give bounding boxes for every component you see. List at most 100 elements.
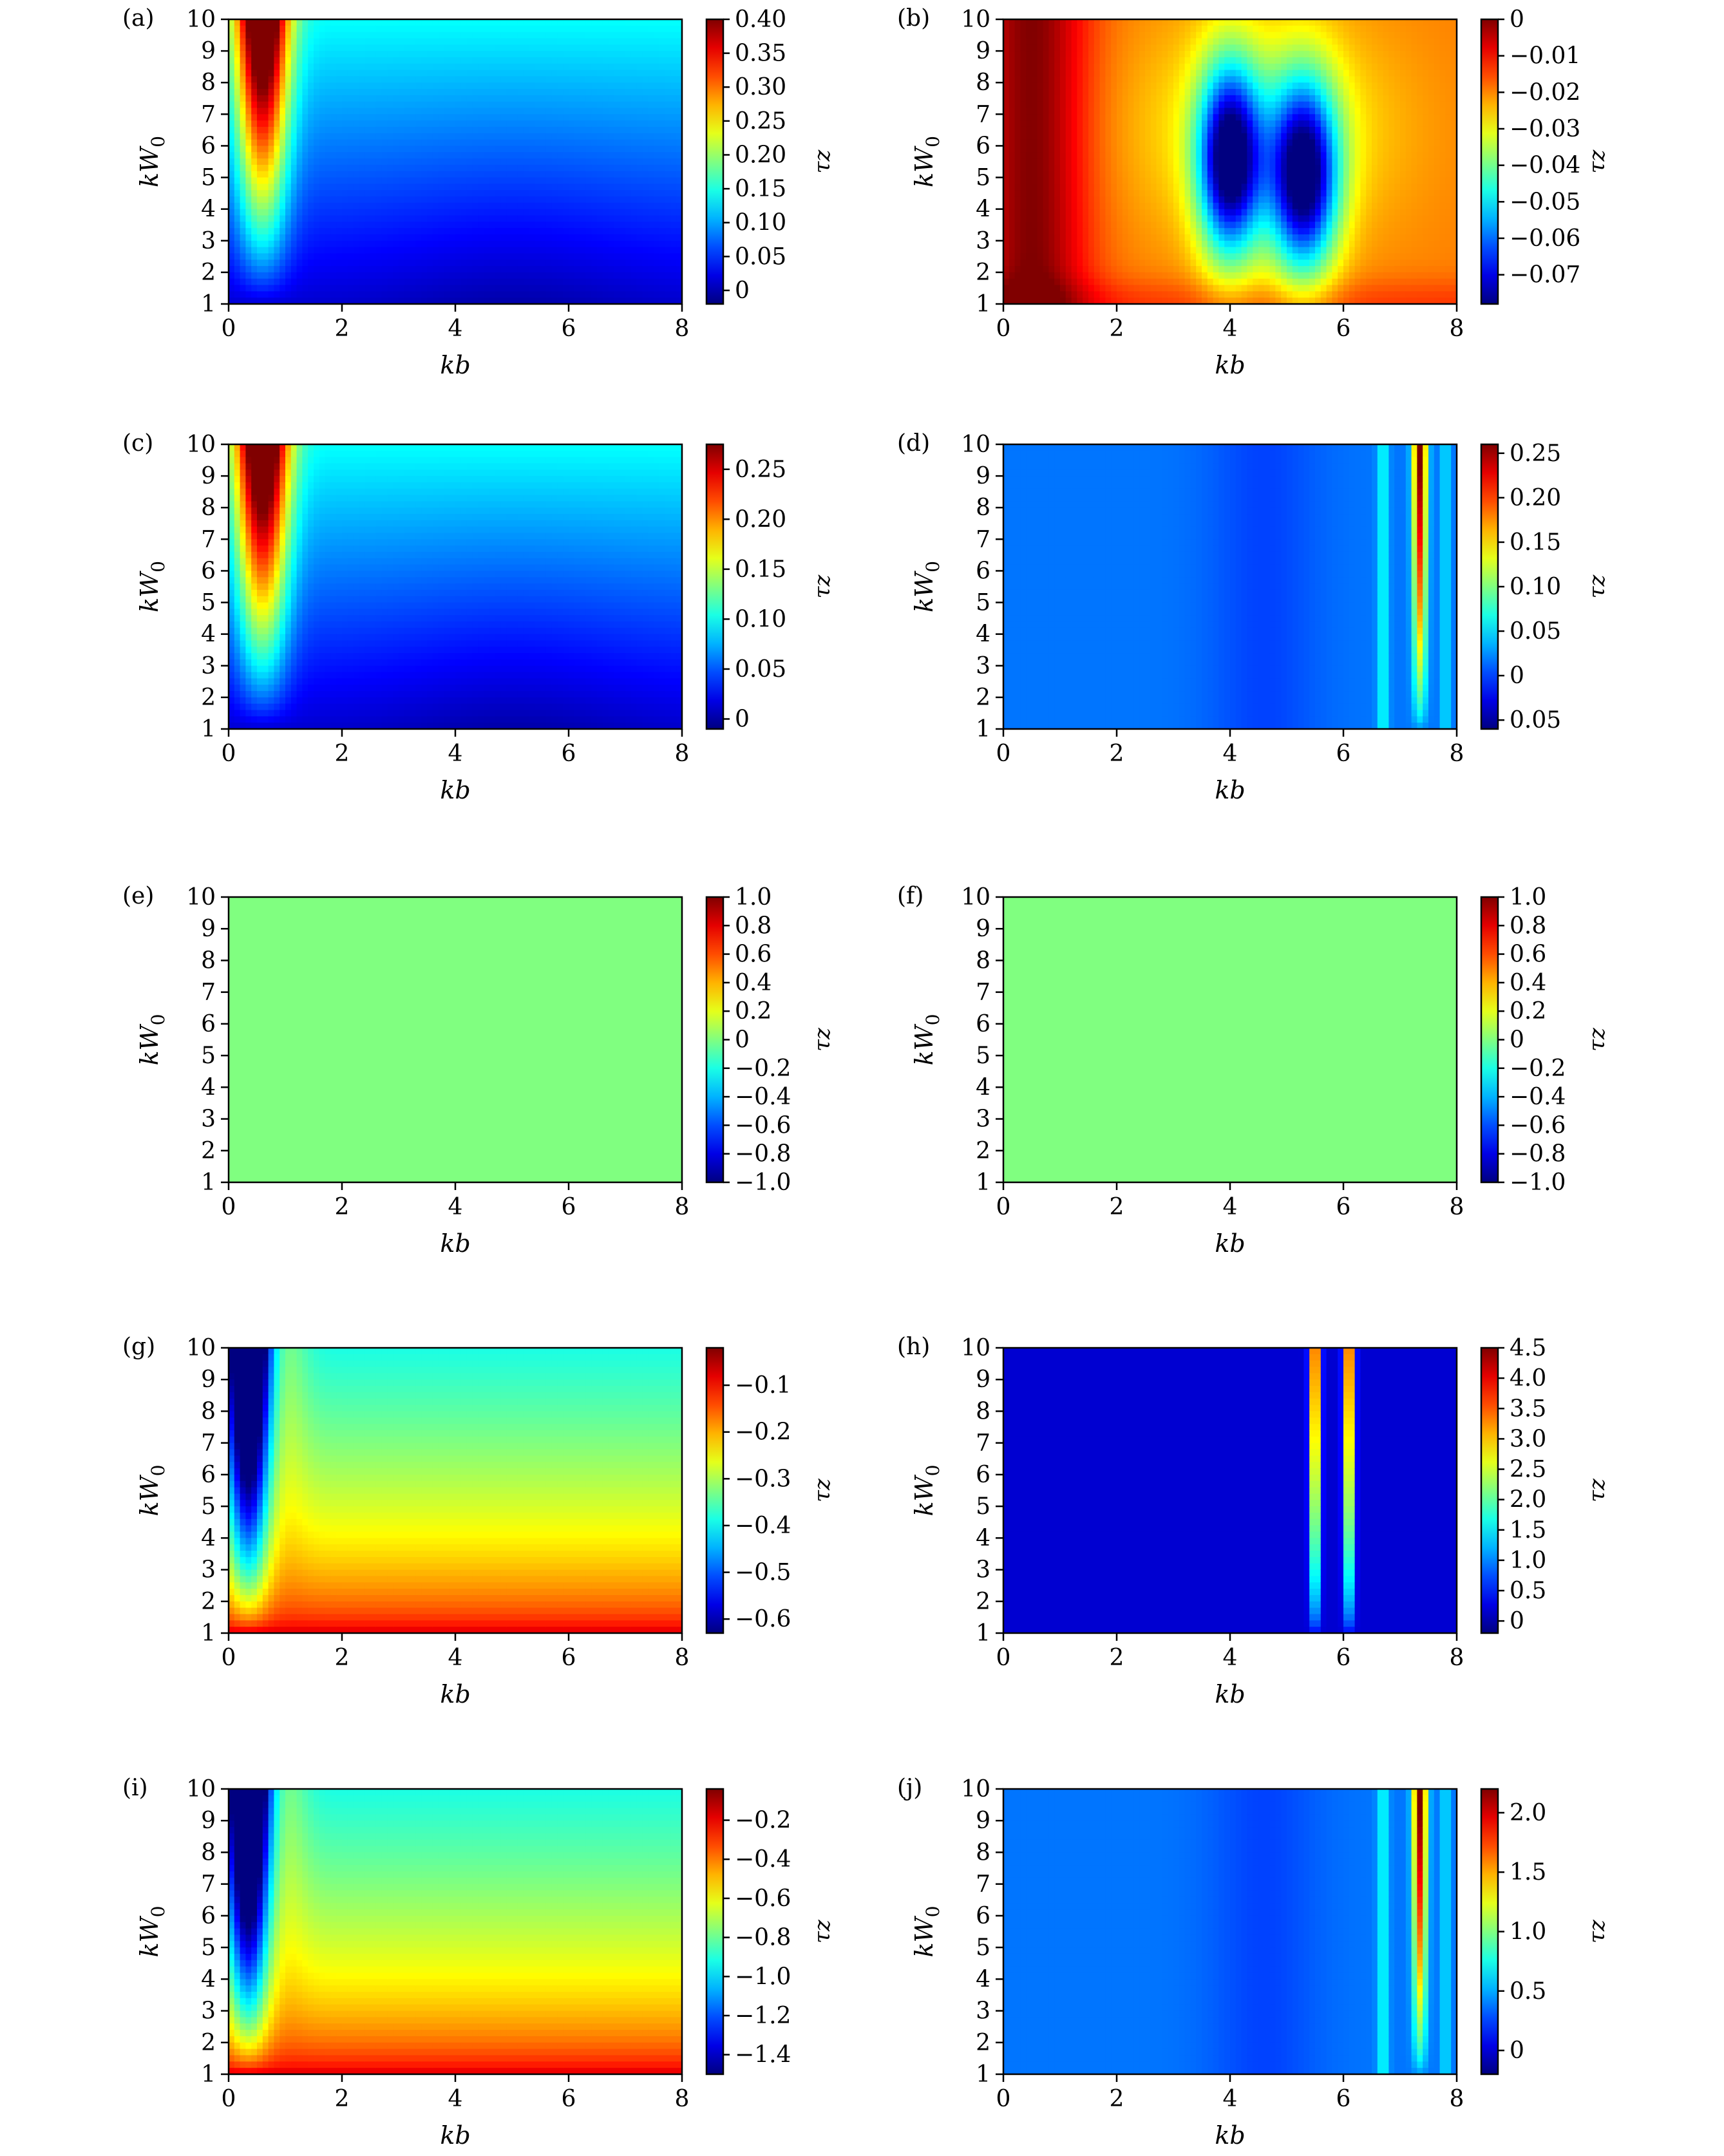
heatmap-cell bbox=[1037, 241, 1043, 247]
heatmap-cell bbox=[439, 120, 444, 127]
heatmap-cell bbox=[540, 228, 546, 234]
heatmap-cell bbox=[659, 291, 665, 298]
heatmap-cell bbox=[461, 291, 467, 298]
heatmap-cell bbox=[291, 222, 297, 228]
heatmap-cell bbox=[1105, 57, 1111, 64]
heatmap-cell bbox=[1043, 38, 1049, 44]
heatmap-cell bbox=[257, 178, 263, 184]
heatmap-cell bbox=[387, 266, 393, 272]
heatmap-cell bbox=[269, 234, 274, 241]
heatmap-cell bbox=[257, 114, 263, 120]
heatmap-cell bbox=[620, 89, 625, 95]
heatmap-cell bbox=[552, 70, 558, 77]
heatmap-cell bbox=[1020, 57, 1026, 64]
heatmap-cell bbox=[342, 234, 348, 241]
heatmap-cell bbox=[1128, 203, 1134, 209]
heatmap-cell bbox=[1054, 26, 1060, 32]
heatmap-cell bbox=[410, 140, 416, 146]
heatmap-cell bbox=[478, 178, 484, 184]
heatmap-cell bbox=[535, 253, 540, 260]
heatmap-cell bbox=[1043, 89, 1049, 95]
heatmap-cell bbox=[404, 165, 410, 171]
heatmap-cell bbox=[524, 190, 529, 196]
heatmap-cell bbox=[330, 146, 336, 152]
heatmap-cell bbox=[1003, 133, 1009, 140]
heatmap-cell bbox=[404, 253, 410, 260]
heatmap-cell bbox=[1048, 70, 1054, 77]
heatmap-cell bbox=[1072, 253, 1077, 260]
heatmap-cell bbox=[506, 279, 512, 285]
heatmap-cell bbox=[506, 203, 512, 209]
x-tick-label: 6 bbox=[562, 316, 576, 342]
heatmap-cell bbox=[1151, 234, 1157, 241]
y-tick-label: 3 bbox=[201, 228, 216, 254]
heatmap-cell bbox=[1122, 266, 1128, 272]
y-tick-label: 6 bbox=[201, 133, 216, 159]
heatmap-cell bbox=[535, 64, 540, 70]
heatmap-cell bbox=[620, 57, 625, 64]
heatmap-cell bbox=[393, 285, 399, 292]
heatmap-cell bbox=[421, 127, 427, 133]
heatmap-cell bbox=[439, 228, 444, 234]
heatmap-cell bbox=[585, 178, 591, 184]
heatmap-cell bbox=[415, 127, 421, 133]
heatmap-cell bbox=[631, 76, 637, 82]
heatmap-cell bbox=[654, 228, 659, 234]
heatmap-cell bbox=[297, 114, 303, 120]
heatmap-cell bbox=[444, 76, 450, 82]
heatmap-cell bbox=[393, 234, 399, 241]
heatmap-cell bbox=[1066, 291, 1072, 298]
heatmap-cell bbox=[319, 228, 325, 234]
heatmap-cell bbox=[297, 57, 303, 64]
heatmap-cell bbox=[1151, 247, 1157, 254]
heatmap-cell bbox=[1048, 44, 1054, 51]
heatmap-cell bbox=[1060, 196, 1066, 203]
heatmap-cell bbox=[370, 26, 376, 32]
heatmap-cell bbox=[1139, 140, 1145, 146]
heatmap-cell bbox=[330, 260, 336, 266]
heatmap-cell bbox=[1054, 38, 1060, 44]
heatmap-cell bbox=[354, 108, 359, 115]
heatmap-cell bbox=[1157, 89, 1162, 95]
heatmap-cell bbox=[1094, 228, 1100, 234]
heatmap-cell bbox=[512, 203, 518, 209]
heatmap-cell bbox=[478, 241, 484, 247]
heatmap-cell bbox=[1026, 291, 1032, 298]
heatmap-cell bbox=[325, 114, 331, 120]
heatmap-cell bbox=[529, 209, 535, 216]
heatmap-cell bbox=[308, 203, 314, 209]
heatmap-cell bbox=[518, 260, 524, 266]
heatmap-cell bbox=[229, 127, 234, 133]
heatmap-cell bbox=[336, 26, 342, 32]
heatmap-cell bbox=[359, 89, 365, 95]
heatmap-cell bbox=[370, 215, 376, 222]
heatmap-cell bbox=[1122, 241, 1128, 247]
heatmap-cell bbox=[1139, 76, 1145, 82]
heatmap-cell bbox=[1072, 140, 1077, 146]
heatmap-cell bbox=[285, 253, 291, 260]
heatmap-cell bbox=[1054, 247, 1060, 254]
heatmap-cell bbox=[637, 133, 643, 140]
heatmap-cell bbox=[415, 152, 421, 158]
heatmap-cell bbox=[421, 260, 427, 266]
heatmap-cell bbox=[654, 95, 659, 102]
heatmap-cell bbox=[1015, 272, 1021, 279]
heatmap-cell bbox=[546, 253, 552, 260]
heatmap-cell bbox=[1037, 140, 1043, 146]
heatmap-cell bbox=[1043, 247, 1049, 254]
heatmap-cell bbox=[325, 247, 331, 254]
heatmap-cell bbox=[1145, 291, 1151, 298]
heatmap-cell bbox=[597, 190, 603, 196]
heatmap-cell bbox=[330, 190, 336, 196]
heatmap-cell bbox=[563, 291, 569, 298]
heatmap-cell bbox=[410, 82, 416, 89]
heatmap-cell bbox=[302, 44, 308, 51]
heatmap-cell bbox=[478, 44, 484, 51]
heatmap-cell bbox=[1094, 57, 1100, 64]
heatmap-cell bbox=[1020, 32, 1026, 39]
heatmap-cell bbox=[348, 272, 354, 279]
heatmap-cell bbox=[670, 120, 676, 127]
heatmap-cell bbox=[500, 140, 506, 146]
heatmap-cell bbox=[1037, 228, 1043, 234]
heatmap-cell bbox=[342, 241, 348, 247]
